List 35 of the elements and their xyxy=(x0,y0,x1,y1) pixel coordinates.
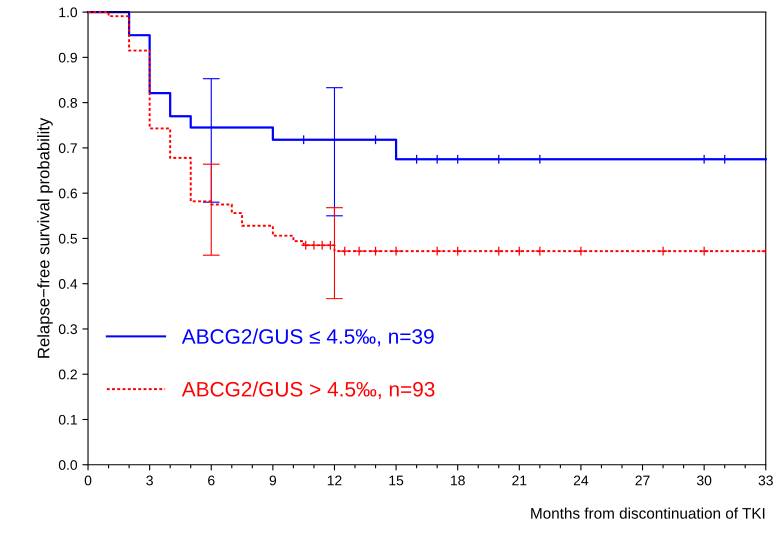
x-tick-label: 21 xyxy=(512,476,526,486)
y-tick-label: 0.4 xyxy=(58,279,78,289)
point xyxy=(370,246,381,256)
y-tick-label: 0.3 xyxy=(58,324,77,334)
x-tick-label: 0 xyxy=(84,476,92,486)
point xyxy=(514,246,524,256)
y-tick-label: 1.0 xyxy=(59,7,78,18)
point xyxy=(699,246,710,256)
point xyxy=(576,246,586,256)
y-tick-label: 0.6 xyxy=(58,188,77,198)
legend-label: ABCG2/GUS > 4.5‰, n=93 xyxy=(182,381,434,400)
y-tick-label: 0.1 xyxy=(58,414,77,425)
x-tick-label: 12 xyxy=(328,476,342,486)
x-tick-label: 9 xyxy=(270,476,276,486)
y-tick-label: 0.5 xyxy=(58,234,78,244)
x-tick-label: 30 xyxy=(696,476,712,486)
point xyxy=(300,240,311,250)
y-tick-label: 0.8 xyxy=(58,98,78,108)
point xyxy=(494,246,504,256)
point xyxy=(391,246,402,256)
x-tick-label: 6 xyxy=(208,476,215,486)
legend-label: ABCG2/GUS ≤ 4.5‰, n=39 xyxy=(182,328,434,346)
x-tick-label: 3 xyxy=(146,476,153,486)
x-tick-label: 33 xyxy=(758,476,773,486)
x-axis-title: Months from discontinuation of TKI xyxy=(531,508,764,519)
y-axis-title: Relapse−free survival probability xyxy=(37,118,53,358)
y-tick-label: 0.2 xyxy=(58,370,77,380)
y-tick-label: 0.9 xyxy=(58,52,77,63)
x-tick-label: 18 xyxy=(451,476,465,486)
y-tick-label: 0.7 xyxy=(58,143,77,154)
point xyxy=(354,246,364,256)
y-tick-label: 0.0 xyxy=(58,460,78,470)
x-tick-label: 27 xyxy=(636,476,650,486)
x-tick-label: 15 xyxy=(389,476,404,486)
x-tick-label: 24 xyxy=(574,476,588,486)
